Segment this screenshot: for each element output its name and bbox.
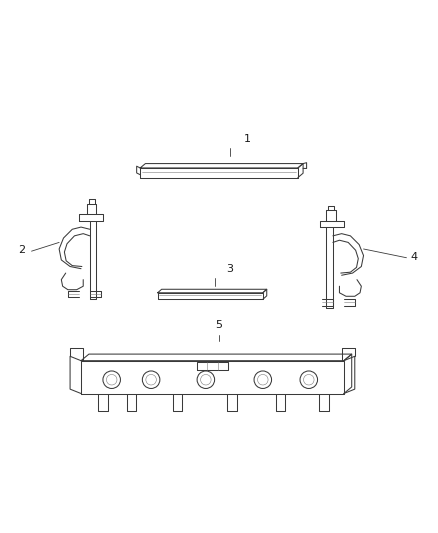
Text: 2: 2	[18, 245, 25, 255]
Text: 1: 1	[244, 134, 251, 144]
Text: 4: 4	[411, 252, 418, 262]
Text: 3: 3	[226, 264, 233, 274]
Text: 5: 5	[215, 320, 223, 330]
